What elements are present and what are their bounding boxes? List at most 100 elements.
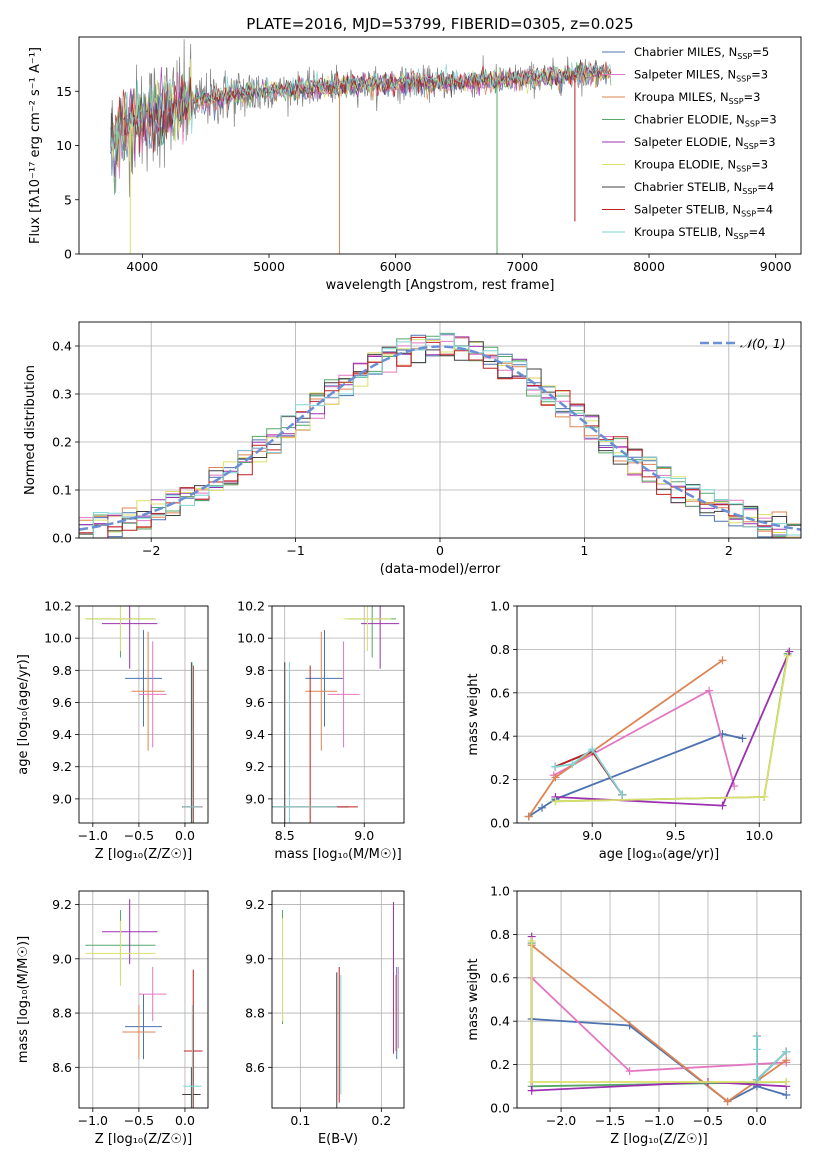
x-tick-label: −0.5 [124,828,154,843]
y-tick-label: 0.6 [490,970,510,985]
legend-label: Salpeter MILES, NSSP=3 [634,68,768,84]
y-tick-label: 0.0 [490,1101,510,1116]
x-tick-label: 0.0 [747,1113,767,1128]
spectrum-legend: Chabrier MILES, NSSP=5 Salpeter MILES, NS… [602,45,777,241]
y-tick-label: 9.6 [245,695,265,710]
x-tick-label: 8000 [633,259,665,274]
y-tick-label: 0.2 [490,1057,510,1072]
y-tick-label: 0.4 [52,339,72,354]
x-axis-label: Z [log₁₀(Z/Z☉)] [95,847,192,862]
residual-histogram-panel: −2 −1 0 1 2 0.0 0.1 0.2 0.3 0.4 (data-model)/error… [23,321,802,577]
y-tick-label: 0.1 [52,483,72,498]
series-marker [723,1097,732,1106]
y-tick-label: 9.2 [52,897,72,912]
x-tick-label: −0.5 [693,1113,723,1128]
x-axis-label: (data-model)/error [380,562,501,577]
model-spectrum-line [110,59,612,162]
figure-title: PLATE=2016, MJD=53799, FIBERID=0305, z=0… [246,15,633,33]
legend-label: 𝒩(0, 1) [740,336,786,351]
y-tick-label: 1.0 [490,884,510,899]
series-marker [538,803,547,812]
x-tick-label: 9.5 [666,828,686,843]
series-marker [782,1056,791,1065]
series-marker [588,745,597,754]
axes-frame [516,605,802,824]
x-tick-label: 9.0 [354,828,374,843]
y-tick-label: 0.2 [52,435,72,450]
axes-frame [78,890,209,1109]
model-spectrum-line [110,61,612,153]
y-tick-label: 9.0 [245,791,265,806]
x-tick-label: 0.0 [175,1113,195,1128]
series-marker [527,936,536,945]
mass-weight-vs-metallicity-panel: −2.0 −1.5 −1.0 −0.5 0.0 0.0 0.2 0.4 0.6 0.8 1.0 Z [… [466,884,802,1147]
errorbars [85,606,203,823]
y-tick-label: 10.0 [237,631,265,646]
y-tick-label: 10.2 [44,599,72,614]
series-marker [718,656,727,665]
age-vs-metallicity-panel: −1.0 −0.5 0.0 9.0 9.2 9.4 9.6 9.8 10.0 10.2 Z [log… [16,599,209,862]
x-tick-label: 5000 [253,259,285,274]
y-tick-label: 0.8 [490,642,510,657]
mass-vs-ebv-panel: 0.1 0.2 8.6 8.8 9.0 9.2 E(B-V) [245,890,405,1147]
y-axis-label: Normed distribution [23,365,38,495]
y-tick-label: 0.4 [490,729,510,744]
normal-curve [79,345,801,531]
series-line [756,1036,787,1082]
x-tick-label: 0 [436,543,444,558]
axes-frame [78,36,802,255]
legend-label: Chabrier ELODIE, NSSP=3 [634,113,777,129]
x-tick-label: 0.0 [175,828,195,843]
y-tick-label: 9.0 [52,791,72,806]
y-tick-label: 8.6 [245,1060,265,1075]
y-tick-label: 9.2 [245,897,265,912]
y-tick-label: 0.0 [490,816,510,831]
errorbars [282,901,399,1108]
series-marker [752,1075,761,1084]
x-tick-label: 9.0 [582,828,602,843]
y-axis-label: mass weight [466,673,481,755]
y-axis-label: mass weight [466,958,481,1040]
series-marker [625,1067,634,1076]
y-tick-label: 0.8 [490,927,510,942]
y-tick-label: 9.2 [245,759,265,774]
x-axis-label: Z [log₁₀(Z/Z☉)] [95,1132,192,1147]
x-tick-label: −1.0 [78,1113,108,1128]
y-tick-label: 1.0 [490,599,510,614]
y-tick-label: 0 [64,247,72,262]
y-tick-label: 9.0 [52,951,72,966]
y-tick-label: 9.4 [52,727,72,742]
axes-frame [78,321,802,539]
y-axis-label: age [log₁₀(age/yr)] [16,654,31,775]
x-tick-label: 7000 [506,259,538,274]
x-tick-label: 6000 [380,259,412,274]
x-axis-label: E(B-V) [318,1132,358,1147]
y-tick-label: 10 [56,138,72,153]
x-axis-label: mass [log₁₀(M/M☉)] [274,847,401,862]
series-marker [618,790,627,799]
spectrum-panel: 4000 5000 6000 7000 8000 9000 0 5 10 15 wavelength… [28,36,802,293]
series-marker [782,1077,791,1086]
x-tick-label: −2 [142,543,160,558]
x-tick-label: 8.5 [275,828,295,843]
legend-label: Chabrier STELIB, NSSP=4 [634,180,774,196]
spectrum-lines [110,39,612,254]
legend-label: Salpeter ELODIE, NSSP=3 [634,135,776,151]
series-marker [752,1045,761,1054]
y-tick-label: 10.0 [44,631,72,646]
x-axis-label: Z [log₁₀(Z/Z☉)] [610,1132,707,1147]
legend-label: Chabrier MILES, NSSP=5 [634,45,769,61]
x-tick-label: 9000 [760,259,792,274]
series-marker [718,801,727,810]
y-tick-label: 5 [64,192,72,207]
y-axis-label: mass [log₁₀(M/M☉)] [16,936,31,1063]
series-marker [527,1086,536,1095]
series-marker [782,1047,791,1056]
x-tick-label: −1 [286,543,304,558]
y-tick-label: 9.0 [245,951,265,966]
x-axis-label: age [log₁₀(age/yr)] [599,847,720,862]
y-tick-label: 0.3 [52,387,72,402]
x-tick-label: −1.0 [78,828,108,843]
x-tick-label: 4000 [126,259,158,274]
y-tick-label: 9.8 [245,663,265,678]
